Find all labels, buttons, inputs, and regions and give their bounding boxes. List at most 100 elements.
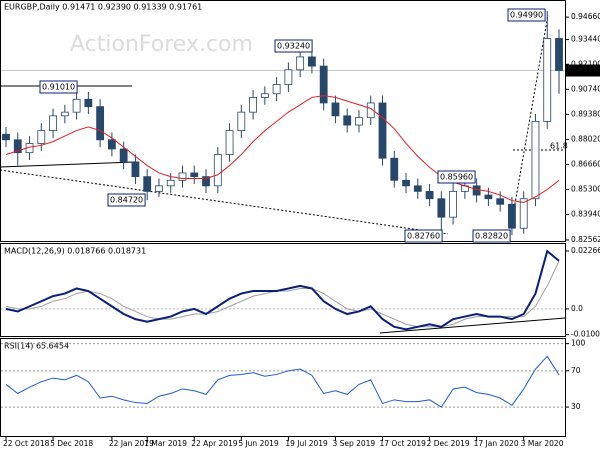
y-tick-label: 0.94660 [571,12,600,21]
candle-body [390,157,399,181]
candle-body [508,203,516,229]
price-panel [0,0,566,242]
candle-body [37,130,46,144]
y-tick-label: 0.88020 [571,134,600,143]
indicator-line [5,355,560,408]
candle-body [437,198,446,218]
candle-body [107,139,116,150]
annotation-box [39,80,78,94]
y-tick-label: 0.82562 [571,235,600,244]
header: EURGBP,Daily 0.91471 0.92390 0.91339 0.9… [4,3,202,12]
annotation: 0.82820 [475,232,508,241]
candle-body [166,179,175,187]
x-tick-label: 7 Mar 2019 [144,439,187,448]
annotation: 0.82760 [407,232,440,241]
candle-body [190,172,199,178]
candle-body [131,161,140,178]
annotation-box [404,229,443,243]
y-tick-label: 0.022662 [571,246,600,255]
moving-average [5,95,560,203]
annotation-box [472,229,511,243]
y-tick-label: 0.93440 [571,35,600,44]
candle-body [155,185,163,192]
candle-body [249,97,257,113]
annotation-box [507,8,546,22]
trend-line [0,161,136,168]
candle-body [2,133,10,141]
macd-panel [0,243,566,337]
x-tick-label: 2 Dec 2019 [427,439,470,448]
annotation: 0.94990 [510,11,543,20]
candle-body [284,69,293,85]
candle-body [555,38,563,71]
candle-body [225,130,234,155]
candle-body [13,139,22,154]
candle-body [178,172,187,181]
candle-body [272,84,281,95]
candle-body [519,198,528,229]
candle-body [72,98,81,113]
y-tick-label: 0.92100 [571,59,600,68]
candle-body [84,98,93,108]
candle-body [355,117,363,126]
x-tick-label: 22 Oct 2018 [3,439,50,448]
rsi-title: RSI(14) 65.6454 [4,342,69,351]
candle-body [343,115,352,126]
candle-body [308,56,316,67]
x-tick-label: 19 Jul 2019 [285,439,328,448]
annotation: 0.85960 [440,173,473,182]
candle-body [143,176,152,192]
x-tick-label: 22 Apr 2019 [191,439,238,448]
candle-body [484,194,493,200]
dotted-trend-line [0,169,449,235]
macd-title: MACD(12,26,9) 0.018766 0.018731 [4,247,146,256]
candle-body [531,120,540,200]
candle-body [496,198,505,205]
fib-line [509,14,549,233]
y-tick-label: 0.85300 [571,185,600,194]
y-tick-label: 0.0 [571,304,583,313]
y-tick-label: 30 [571,402,581,411]
y-tick-label: 100 [571,339,586,348]
y-tick-label: 70 [571,366,581,375]
candle-body [449,190,458,218]
indicator-line [5,260,560,328]
x-tick-label: 3 Mar 2020 [521,439,564,448]
x-tick-label: 17 Jan 2020 [474,439,519,448]
annotation: 0.91010 [42,83,75,92]
indicator-line [5,249,560,331]
candle-body [402,179,410,187]
x-tick-label: 5 Dec 2018 [50,439,93,448]
candle-body [425,190,434,200]
y-tick-label: 0.89380 [571,109,600,118]
candle-body [260,93,269,98]
y-tick-label: 0.83940 [571,210,600,219]
candle-body [237,111,246,131]
y-tick-label: 0.90740 [571,84,600,93]
y-tick-label: 0.86660 [571,159,600,168]
candle-body [60,111,69,117]
macd-trend-line [379,317,566,334]
candle-body [296,56,305,71]
candle-body [413,185,422,192]
annotation-box [107,193,146,207]
candle-body [213,154,222,187]
candle-body [331,102,340,117]
x-tick-label: 3 Sep 2019 [332,439,375,448]
price-tag: 0.91761 [568,66,599,75]
annotation: 0.84720 [110,196,143,205]
candle-body [49,115,57,131]
candle-body [378,102,387,159]
candle-body [96,106,105,141]
candle-body [202,176,210,187]
annotation: 61.8 [550,142,568,151]
candle-body [472,185,481,196]
x-tick-label: 5 Jun 2019 [238,439,279,448]
candle-body [366,102,375,119]
annotation-box [437,170,476,184]
x-tick-label: 17 Oct 2019 [380,439,427,448]
price-tag-bg [565,64,600,77]
annotation-box [274,39,313,53]
candle-body [319,65,328,104]
